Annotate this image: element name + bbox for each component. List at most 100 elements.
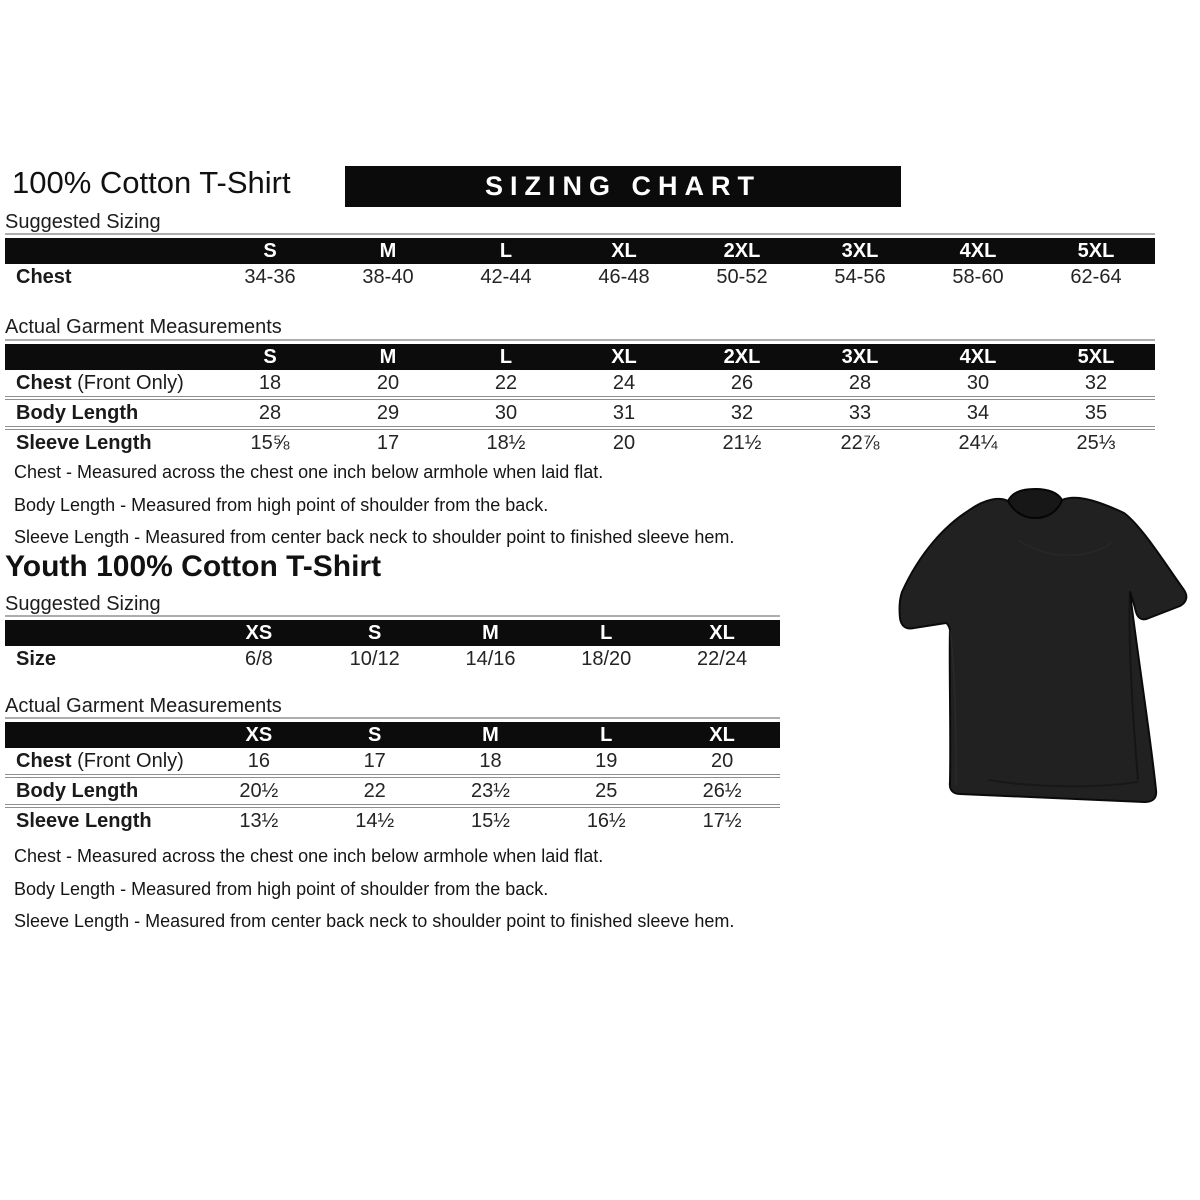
column-header-s: S (368, 621, 382, 644)
size-value-cell: 10/12 (349, 647, 400, 670)
column-header-s: S (263, 239, 277, 262)
size-value-cell: 32 (730, 401, 754, 424)
table-row-size: Size 6/8 10/12 14/16 18/20 22/24 (5, 646, 780, 672)
size-value-cell: 28 (848, 371, 872, 394)
size-value-cell: 38-40 (362, 265, 414, 288)
sizing-chart-banner-text: SIZING CHART (485, 171, 761, 201)
size-value-cell: 14/16 (465, 647, 516, 670)
row-label: Chest (Front Only) (16, 749, 184, 772)
table-header-row: S M L XL 2XL 3XL 4XL 5XL (5, 344, 1155, 370)
column-header-4xl: 4XL (959, 345, 997, 368)
row-label: Sleeve Length (16, 431, 152, 454)
adult-actual-measurements-table: S M L XL 2XL 3XL 4XL 5XL Chest (Front Only) 18 20 2… (5, 339, 1155, 456)
youth-actual-measurements-label: Actual Garment Measurements (5, 695, 282, 717)
column-header-2xl: 2XL (723, 239, 761, 262)
column-header-xs: XS (245, 621, 273, 644)
adult-actual-measurements-label: Actual Garment Measurements (5, 316, 282, 338)
column-header-xl: XL (709, 723, 735, 746)
table-row-sleeve-length: Sleeve Length 13½ 14½ 15½ 16½ 17½ (5, 808, 780, 834)
youth-suggested-sizing-label: Suggested Sizing (5, 593, 161, 615)
size-value-cell: 16 (247, 749, 271, 772)
size-value-cell: 24¼ (958, 431, 998, 454)
size-value-cell: 20 (612, 431, 636, 454)
size-value-cell: 17 (376, 431, 400, 454)
size-value-cell: 22⅞ (840, 431, 880, 454)
size-value-cell: 21½ (722, 431, 762, 454)
column-header-xs: XS (245, 723, 273, 746)
youth-actual-measurements-table: XS S M L XL Chest (Front Only) 16 17 18 19 20 Body … (5, 717, 780, 834)
table-row-chest: Chest 34-36 38-40 42-44 46-48 50-52 54-56 58-60… (5, 264, 1155, 290)
table-row-chest: Chest (Front Only) 16 17 18 19 20 (5, 748, 780, 778)
size-value-cell: 30 (494, 401, 518, 424)
size-value-cell: 22 (494, 371, 518, 394)
table-header-row: XS S M L XL (5, 722, 780, 748)
size-value-cell: 46-48 (598, 265, 650, 288)
row-label: Body Length (16, 779, 139, 802)
column-header-xl: XL (611, 239, 637, 262)
sizing-chart-banner: SIZING CHART (345, 166, 901, 207)
size-value-cell: 20 (710, 749, 734, 772)
row-label: Body Length (16, 401, 139, 424)
chest-note: Chest - Measured across the chest one in… (14, 462, 604, 482)
size-value-cell: 18½ (486, 431, 526, 454)
black-tshirt-image (898, 480, 1196, 810)
size-value-cell: 18 (479, 749, 502, 772)
size-value-cell: 22/24 (697, 647, 748, 670)
youth-measurement-notes: Chest - Measured across the chest one in… (14, 840, 734, 938)
column-header-5xl: 5XL (1077, 239, 1115, 262)
size-value-cell: 34-36 (244, 265, 296, 288)
column-header-l: L (600, 723, 613, 746)
size-value-cell: 17½ (702, 809, 742, 832)
column-header-s: S (368, 723, 382, 746)
size-value-cell: 50-52 (716, 265, 768, 288)
size-value-cell: 58-60 (952, 265, 1004, 288)
body-length-note: Body Length - Measured from high point o… (14, 494, 549, 515)
table-header-row: XS S M L XL (5, 620, 780, 646)
size-value-cell: 54-56 (834, 265, 886, 288)
column-header-3xl: 3XL (841, 345, 879, 368)
size-value-cell: 20 (376, 371, 400, 394)
size-value-cell: 35 (1084, 401, 1108, 424)
size-value-cell: 23½ (471, 779, 510, 802)
size-value-cell: 15⅝ (250, 431, 290, 454)
column-header-s: S (263, 345, 277, 368)
size-value-cell: 42-44 (480, 265, 532, 288)
size-value-cell: 26½ (702, 779, 742, 802)
size-value-cell: 14½ (355, 809, 395, 832)
size-value-cell: 6/8 (244, 647, 273, 670)
column-header-3xl: 3XL (841, 239, 879, 262)
chest-note: Chest - Measured across the chest one in… (14, 846, 604, 866)
table-row-chest: Chest (Front Only) 18 20 22 24 26 28 30 32 (5, 370, 1155, 400)
adult-suggested-sizing-table: S M L XL 2XL 3XL 4XL 5XL Chest 34-36 38-40 42-44 46-… (5, 233, 1155, 290)
column-header-m: M (379, 345, 397, 368)
size-value-cell: 34 (966, 401, 990, 424)
table-row-body-length: Body Length 28 29 30 31 32 33 34 35 (5, 400, 1155, 430)
body-length-note: Body Length - Measured from high point o… (14, 878, 549, 899)
size-value-cell: 31 (612, 401, 636, 424)
row-label: Sleeve Length (16, 809, 152, 832)
size-value-cell: 17 (363, 749, 386, 772)
column-header-l: L (600, 621, 613, 644)
column-header-xl: XL (611, 345, 637, 368)
column-header-5xl: 5XL (1077, 345, 1115, 368)
column-header-l: L (499, 345, 513, 368)
row-label: Size (16, 647, 57, 670)
size-value-cell: 19 (595, 749, 618, 772)
sleeve-length-note: Sleeve Length - Measured from center bac… (14, 527, 735, 547)
column-header-4xl: 4XL (959, 239, 997, 262)
table-row-body-length: Body Length 20½ 22 23½ 25 26½ (5, 778, 780, 808)
adult-measurement-notes: Chest - Measured across the chest one in… (14, 456, 734, 554)
size-value-cell: 28 (258, 401, 282, 424)
adult-section-title: 100% Cotton T-Shirt (12, 165, 291, 200)
adult-suggested-sizing-label: Suggested Sizing (5, 211, 161, 233)
size-value-cell: 18 (258, 371, 282, 394)
table-row-sleeve-length: Sleeve Length 15⅝ 17 18½ 20 21½ 22⅞ 24¼ 25⅓ (5, 430, 1155, 456)
size-value-cell: 24 (612, 371, 636, 394)
size-value-cell: 15½ (471, 809, 510, 832)
sleeve-length-note: Sleeve Length - Measured from center bac… (14, 911, 735, 931)
size-value-cell: 33 (848, 401, 872, 424)
column-header-l: L (499, 239, 513, 262)
column-header-m: M (482, 621, 499, 644)
column-header-xl: XL (709, 621, 735, 644)
